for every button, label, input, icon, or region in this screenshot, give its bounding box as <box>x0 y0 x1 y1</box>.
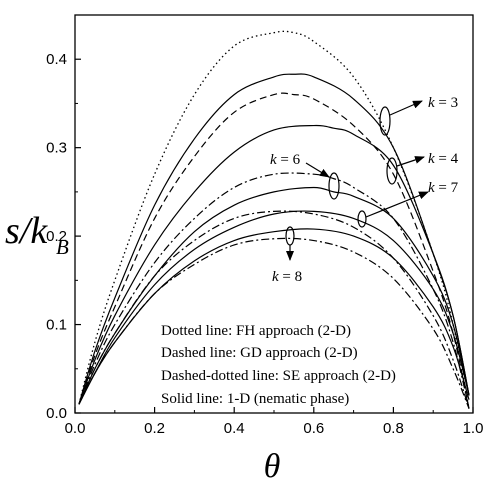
y-tick-label: 0.3 <box>46 140 67 157</box>
label-k6: k = 6 <box>270 152 301 168</box>
y-tick-label: 0.1 <box>46 317 67 334</box>
legend-entry-fh: Dotted line: FH approach (2-D) <box>161 323 351 339</box>
curves-layer <box>78 30 470 409</box>
curve-dotted-k3 <box>78 30 470 409</box>
curve-solid-k7 <box>78 210 470 405</box>
x-axis: 0.0 0.2 0.4 0.6 0.8 1.0 <box>65 407 484 437</box>
x-tick-label: 0.6 <box>303 420 324 437</box>
y-axis-title: s/k B <box>5 210 69 259</box>
arrow-k7 <box>365 191 429 218</box>
marker-k7 <box>357 210 367 228</box>
marker-k6 <box>328 172 340 200</box>
legend-entry-1d: Solid line: 1-D (nematic phase) <box>161 391 349 407</box>
curve-solid-k4 <box>78 124 470 405</box>
marker-k4 <box>386 157 398 185</box>
svg-text:B: B <box>56 235 69 259</box>
marker-k3 <box>379 106 391 136</box>
x-tick-label: 0.8 <box>383 420 404 437</box>
curve-dashdot-k7 <box>78 210 470 409</box>
y-tick-label: 0.2 <box>46 228 67 245</box>
legend: Dotted line: FH approach (2-D) Dashed li… <box>161 323 396 407</box>
legend-entry-gd: Dashed line: GD approach (2-D) <box>161 345 358 361</box>
y-tick-label: 0.0 <box>46 405 67 422</box>
curve-dashdot-k8 <box>78 237 470 409</box>
x-axis-title: θ <box>264 448 281 485</box>
arrow-k4 <box>396 156 425 167</box>
label-k3: k = 3 <box>428 95 458 111</box>
arrow-k6 <box>305 162 330 178</box>
legend-entry-se: Dashed-dotted line: SE approach (2-D) <box>161 368 396 384</box>
curve-dashed-k3 <box>78 92 470 409</box>
arrow-k3 <box>389 100 423 116</box>
annotation-arrows <box>286 100 429 261</box>
label-k7: k = 7 <box>428 180 459 196</box>
svg-text:s/k: s/k <box>5 210 48 252</box>
y-tick-label: 0.4 <box>46 51 67 68</box>
y-axis: 0.0 0.1 0.2 0.3 0.4 <box>46 14 81 422</box>
label-k8: k = 8 <box>272 269 302 285</box>
x-tick-label: 0.4 <box>224 420 245 437</box>
x-tick-label: 0.0 <box>65 420 86 437</box>
x-tick-label: 0.2 <box>144 420 165 437</box>
curve-markers <box>285 106 398 246</box>
label-k4: k = 4 <box>428 151 459 167</box>
x-tick-label: 1.0 <box>463 420 484 437</box>
